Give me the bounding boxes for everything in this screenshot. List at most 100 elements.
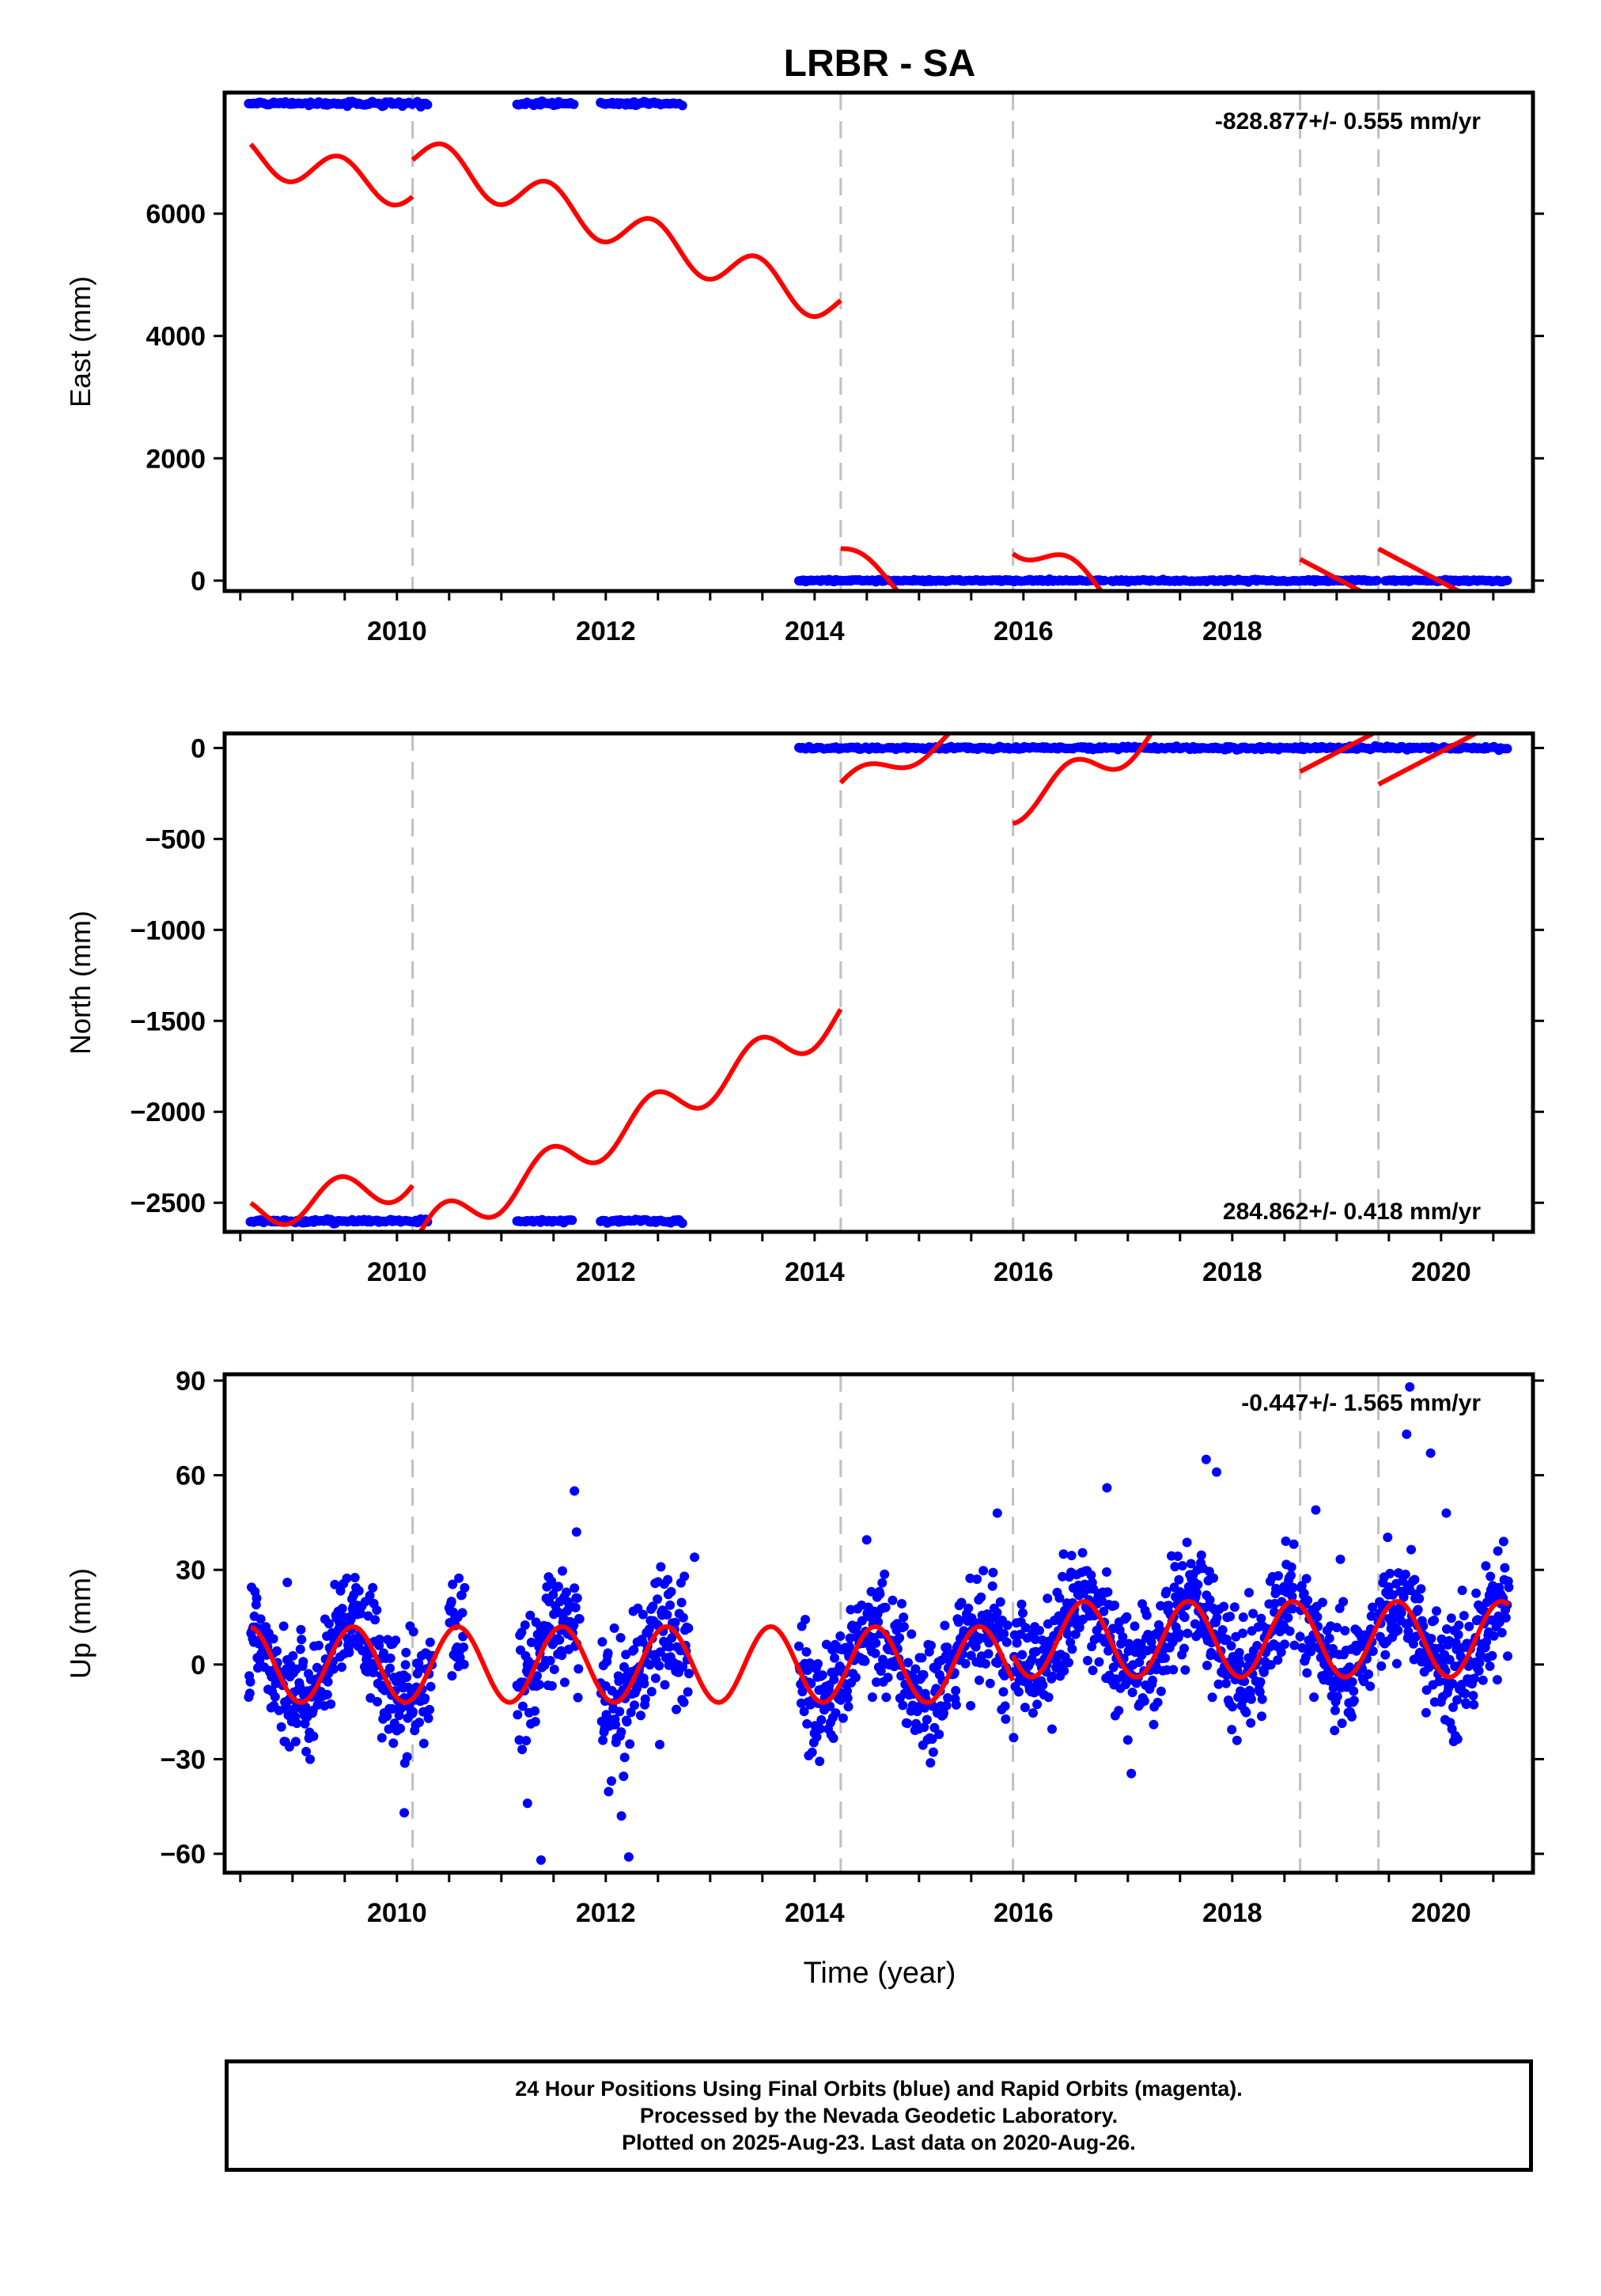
position-point (446, 1597, 456, 1607)
position-point (1238, 1628, 1247, 1639)
position-point (1421, 1707, 1431, 1718)
x-tick-label: 2016 (994, 1898, 1054, 1928)
position-point (1064, 1658, 1073, 1668)
position-point (999, 1629, 1009, 1639)
position-point (966, 1700, 976, 1711)
position-point (297, 1635, 307, 1645)
position-point (966, 1650, 976, 1661)
position-point (1032, 1699, 1043, 1710)
position-point (1448, 1702, 1458, 1712)
x-tick-label: 2018 (1202, 1898, 1262, 1928)
position-point (525, 1610, 536, 1620)
position-point (940, 1620, 950, 1631)
position-point (1257, 1694, 1267, 1704)
position-point (1207, 1692, 1217, 1703)
outlier-point (1311, 1505, 1321, 1515)
outlier-point (536, 1855, 546, 1866)
position-point (975, 1675, 984, 1685)
x-tick-label: 2012 (576, 616, 636, 646)
position-point (521, 1736, 532, 1746)
north-plot-frame (222, 731, 1535, 1234)
outlier-point (690, 1552, 700, 1563)
x-tick-label: 2010 (367, 616, 427, 646)
position-point (459, 1642, 468, 1652)
position-point (270, 1692, 280, 1702)
position-point (384, 1724, 394, 1734)
position-point (1083, 1655, 1092, 1665)
position-point (619, 1752, 630, 1763)
position-point (368, 1582, 378, 1593)
position-point (377, 1733, 387, 1743)
position-point (1043, 1692, 1054, 1703)
position-point (372, 1605, 382, 1615)
position-point (663, 1574, 673, 1585)
position-point (1301, 1574, 1311, 1584)
position-point (1366, 1611, 1376, 1621)
position-point (1156, 1601, 1166, 1611)
position-point (355, 1608, 365, 1619)
position-point (1000, 1701, 1010, 1711)
north-plot-area (245, 733, 1512, 1232)
position-point (928, 1747, 938, 1757)
position-point (1255, 1687, 1265, 1697)
position-point (1471, 1588, 1482, 1598)
north-y-axis-label: North (mm) (64, 911, 97, 1055)
x-axis-label: Time (year) (804, 1957, 956, 1990)
position-point (1228, 1702, 1237, 1712)
east-panel: 2010 2012 2014 2016 2018 2020 0 2000 4000 6000 Eas… (64, 90, 1544, 646)
position-point (1020, 1623, 1031, 1633)
position-point (1152, 1697, 1163, 1707)
outlier-point (1201, 1454, 1211, 1464)
position-point (1244, 1588, 1254, 1597)
position-point (1122, 1735, 1133, 1745)
position-point (573, 1664, 584, 1674)
position-point (888, 1595, 898, 1605)
position-point (532, 1671, 542, 1681)
position-point (1177, 1561, 1187, 1570)
position-point (1285, 1626, 1295, 1636)
position-point (662, 1610, 672, 1620)
position-point (1126, 1768, 1137, 1779)
position-point (301, 1702, 311, 1712)
position-point (1444, 1654, 1455, 1665)
position-point (271, 1646, 282, 1656)
position-point (420, 1693, 430, 1703)
position-point (1324, 1633, 1334, 1643)
outlier-point (1425, 1448, 1436, 1458)
y-tick-label: −2000 (131, 1097, 206, 1127)
position-point (1387, 1589, 1398, 1600)
y-tick-label: 4000 (146, 322, 206, 352)
position-point (1094, 1657, 1104, 1667)
caption-box: 24 Hour Positions Using Final Orbits (bl… (225, 2059, 1533, 2172)
x-tick-label: 2018 (1202, 1257, 1262, 1287)
position-point (655, 1740, 664, 1749)
position-point (322, 1689, 332, 1699)
caption-line-1: 24 Hour Positions Using Final Orbits (bl… (515, 2077, 1243, 2101)
position-point (252, 1593, 262, 1604)
x-tick-label: 2012 (576, 1898, 636, 1928)
position-point (324, 1619, 334, 1629)
position-point (388, 1738, 399, 1749)
position-point (1100, 575, 1110, 585)
position-point (615, 1707, 625, 1717)
north-model-curve (1011, 733, 1154, 826)
position-point (1289, 1640, 1300, 1650)
position-point (816, 1714, 827, 1725)
position-point (382, 1711, 392, 1722)
position-point (396, 1703, 406, 1714)
position-point (983, 1649, 994, 1659)
position-point (1047, 1671, 1058, 1681)
position-point (1500, 1563, 1510, 1573)
position-point (1492, 1675, 1502, 1685)
position-point (963, 1603, 974, 1613)
position-point (646, 1687, 657, 1697)
position-point (842, 1686, 852, 1696)
position-point (328, 1664, 339, 1674)
position-point (1340, 1626, 1350, 1636)
position-point (1035, 1625, 1044, 1635)
position-point (1086, 1570, 1096, 1580)
position-point (1376, 1661, 1387, 1671)
position-point (619, 1771, 629, 1782)
east-plot-area (244, 93, 1512, 591)
position-point (408, 1707, 418, 1717)
